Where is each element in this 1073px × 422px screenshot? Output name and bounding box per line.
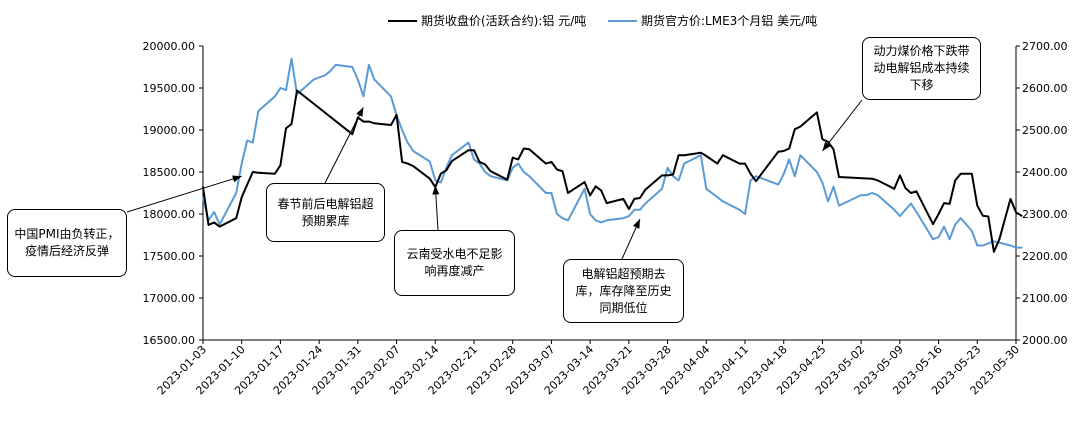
leader-arrowhead-coal [822, 141, 831, 151]
leader-line-pmi [126, 175, 242, 213]
legend-label-futures-close: 期货收盘价(活跃合约):铝 元/吨 [421, 13, 586, 28]
y-left-tick-label: 20000.00 [143, 40, 196, 53]
annotation-leaders [126, 99, 863, 260]
legend-label-lme: 期货官方价:LME3个月铝 美元/吨 [641, 13, 817, 28]
series-layer [202, 57, 1023, 253]
callout-yunnan-text: 云南受水电不足影响再度减产 [406, 247, 503, 278]
y-right-tick-label: 2400.00 [1022, 166, 1068, 179]
y-left-tick-label: 17500.00 [143, 250, 196, 263]
y-right-tick-label: 2100.00 [1022, 292, 1068, 305]
leader-arrowhead-spring [356, 107, 364, 117]
y-right-tick-label: 2700.00 [1022, 40, 1068, 53]
callout-inventory-text: 电解铝超预期去库，库存降至历史同期低位 [575, 266, 672, 315]
y-left-tick-label: 16500.00 [143, 334, 196, 347]
y-left-tick-label: 17000.00 [143, 292, 196, 305]
y-left-tick-label: 19500.00 [143, 82, 196, 95]
series-line-lme [202, 57, 1023, 249]
legend: 期货收盘价(活跃合约):铝 元/吨 期货官方价:LME3个月铝 美元/吨 [388, 13, 817, 28]
y-left-tick-label: 19000.00 [143, 124, 196, 137]
y-right-tick-label: 2500.00 [1022, 124, 1068, 137]
y-right-tick-label: 2600.00 [1022, 82, 1068, 95]
callout-pmi: 中国PMI由负转正，疫情后经济反弹 [7, 209, 127, 277]
callout-yunnan: 云南受水电不足影响再度减产 [394, 230, 515, 296]
callout-inventory: 电解铝超预期去库，库存降至历史同期低位 [563, 259, 684, 323]
leader-line-coal [822, 99, 863, 152]
leader-arrowhead-yunnan [432, 185, 440, 195]
callout-spring: 春节前后电解铝超预期累库 [266, 183, 385, 242]
leader-arrowhead-pmi [232, 175, 242, 183]
callout-spring-text: 春节前后电解铝超预期累库 [277, 196, 374, 228]
callout-coal-text: 动力煤价格下跌带动电解铝成本持续下移 [873, 44, 970, 92]
callout-coal: 动力煤价格下跌带动电解铝成本持续下移 [862, 37, 981, 100]
y-right-tick-label: 2000.00 [1022, 334, 1068, 347]
callout-pmi-text: 中国PMI由负转正，疫情后经济反弹 [14, 227, 120, 258]
y-left-tick-label: 18500.00 [143, 166, 196, 179]
leader-line-spring [324, 107, 364, 184]
series-line-futures-close [202, 89, 1023, 253]
leader-arrowhead-inventory [633, 219, 640, 229]
y-right-tick-label: 2200.00 [1022, 250, 1068, 263]
y-right-tick-label: 2300.00 [1022, 208, 1068, 221]
y-left-tick-label: 18000.00 [143, 208, 196, 221]
